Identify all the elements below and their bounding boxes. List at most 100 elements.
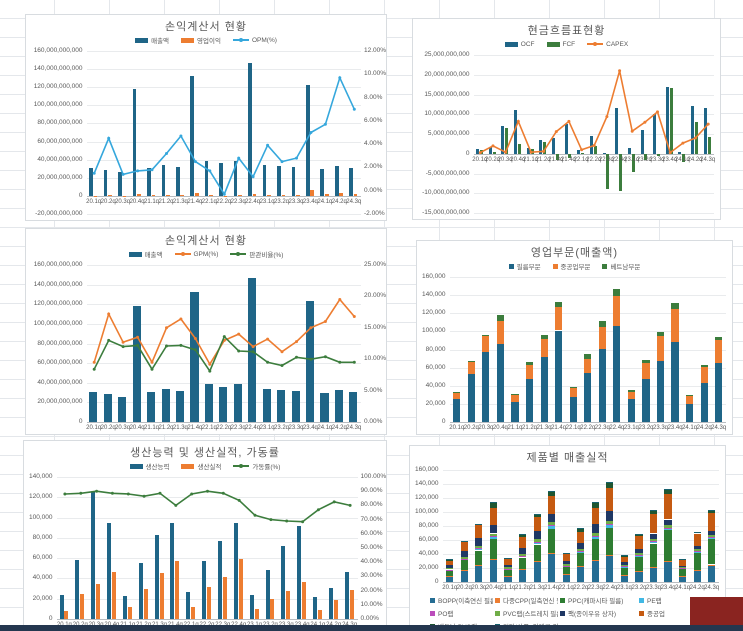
bar — [277, 166, 281, 196]
line-marker — [280, 364, 283, 367]
bar — [517, 143, 521, 154]
stacked-bar-segment — [664, 493, 672, 520]
stacked-bar-segment — [591, 502, 599, 508]
x-axis-label: 22.1q — [558, 585, 574, 591]
stacked-bar-segment — [496, 344, 505, 422]
line-marker — [265, 337, 269, 341]
line-marker — [189, 492, 193, 496]
stacked-bar-segment — [686, 403, 694, 422]
x-axis-label: 24.3q — [700, 156, 716, 163]
stacked-bar-segment — [446, 576, 454, 582]
bar — [103, 393, 112, 422]
stacked-bar-segment — [482, 335, 490, 336]
stacked-bar-segment — [584, 354, 592, 359]
bar — [492, 151, 496, 154]
stacked-bar-segment — [496, 315, 505, 322]
line-marker — [294, 340, 298, 344]
chart-cash-flow[interactable]: 현금흐름표현황 OCF FCF CAPEX -15,000,000,000 -10,00… — [412, 18, 721, 220]
bar — [111, 572, 116, 619]
legend-line-marker — [180, 252, 185, 256]
stacked-bar-segment — [475, 524, 483, 526]
line-marker — [121, 340, 125, 344]
x-axis-label: 20.1q — [442, 585, 458, 591]
chart-title: 손익계산서 현황 — [165, 21, 247, 33]
bar — [91, 492, 96, 619]
stacked-bar-segment — [540, 335, 548, 339]
stacked-bar-segment — [627, 392, 636, 400]
x-axis-label: 22.3q — [594, 425, 610, 431]
stacked-bar-segment — [548, 525, 556, 526]
stacked-bar-segment — [598, 320, 606, 327]
x-axis-label: 22.4q — [245, 425, 261, 431]
x-axis-label: 24.3q — [346, 425, 362, 431]
gridline — [442, 526, 719, 527]
x-axis-label: 23.3q — [288, 425, 304, 431]
stacked-bar-segment — [460, 556, 468, 559]
stacked-bar-segment — [635, 536, 643, 549]
chart-income-statement-gpm[interactable]: 손익계산서 현황 매출액 GPM(%) 판관비율(%) 0 20,000,000,000… — [25, 228, 387, 435]
bar — [175, 561, 180, 619]
x-axis-label: 22.4q — [245, 198, 261, 205]
gridline — [442, 470, 719, 471]
legend-item: PE랩 — [639, 595, 721, 605]
stacked-bar-segment — [656, 332, 665, 336]
stacked-bar-segment — [649, 511, 658, 514]
gridline — [449, 422, 726, 423]
y-axis-tick-label: 0 — [78, 418, 83, 425]
stacked-bar-segment — [700, 366, 708, 383]
stacked-bar-segment — [708, 509, 716, 511]
chart-product-sales[interactable]: 제품별 매출실적 0 20,000 40,000 60,000 80,000 100,00… — [409, 445, 726, 627]
x-axis-label: 23.2q — [636, 156, 652, 163]
bar — [132, 306, 141, 422]
line-marker — [205, 489, 209, 493]
bar — [328, 587, 333, 619]
legend-swatch — [560, 610, 565, 616]
stacked-bar-segment — [533, 513, 541, 515]
y2-axis-tick-label: 10.00% — [360, 600, 383, 608]
stacked-bar-segment — [446, 570, 454, 576]
y2-axis-tick-label: 100.00% — [360, 473, 387, 480]
line-marker — [491, 144, 494, 148]
stacked-bar-segment — [656, 335, 665, 362]
legend-line-marker — [238, 38, 243, 42]
y-axis-tick-label: 15,000,000,000 — [424, 90, 470, 98]
chart-production-capacity[interactable]: 생산능력 및 생산실적, 가동률 생산능력 생산실적 가동률(%) 0 20,000 40… — [23, 440, 387, 631]
x-axis-label: 23.3q — [652, 425, 668, 431]
stacked-bar-segment — [606, 528, 614, 555]
stacked-bar-segment — [525, 379, 534, 422]
bar — [568, 153, 572, 159]
stacked-bar-segment — [664, 489, 672, 494]
line-marker — [316, 508, 320, 512]
bar — [606, 153, 610, 190]
stacked-bar-segment — [700, 364, 708, 367]
y-axis-tick-label: 20,000 — [425, 399, 446, 407]
bar — [262, 388, 271, 422]
stacked-bar-segment — [562, 552, 570, 554]
legend-swatch — [495, 610, 500, 616]
line-marker — [529, 150, 532, 154]
stacked-bar-segment — [649, 566, 658, 568]
legend-label: 팩(종이우유 상자) — [568, 611, 616, 618]
y-axis-tick-label: 140,000 — [415, 480, 439, 487]
stacked-bar-segment — [475, 523, 483, 525]
stacked-bar-segment — [627, 390, 636, 393]
stacked-bar-segment — [620, 566, 629, 568]
stacked-bar-segment — [467, 374, 475, 422]
stacked-bar-segment — [533, 542, 541, 545]
chart-income-statement-opm[interactable]: 손익계산서 현황 매출액 영업이익 OPM(%) -20,000,000,000 0 20… — [25, 14, 387, 221]
gridline — [86, 382, 361, 384]
legend-label: 베트남부문 — [610, 264, 641, 271]
line-marker — [94, 489, 98, 493]
stacked-bar-segment — [620, 554, 629, 556]
x-axis-label: 23.2q — [638, 425, 654, 431]
stacked-bar-segment — [446, 560, 454, 566]
chart-segment-revenue[interactable]: 영업부문(매출액) 필름부문 중공업부문 베트남부문 0 20,000 40,000 60,… — [416, 240, 733, 435]
legend-swatch — [546, 41, 560, 47]
bar — [313, 596, 318, 619]
stacked-bar-segment — [620, 568, 629, 575]
legend-item: 생산실적 — [181, 461, 221, 471]
stacked-bar-segment — [708, 538, 716, 565]
stacked-bar-segment — [475, 525, 483, 538]
line-series-layer — [62, 489, 352, 524]
legend-swatch — [128, 251, 142, 257]
